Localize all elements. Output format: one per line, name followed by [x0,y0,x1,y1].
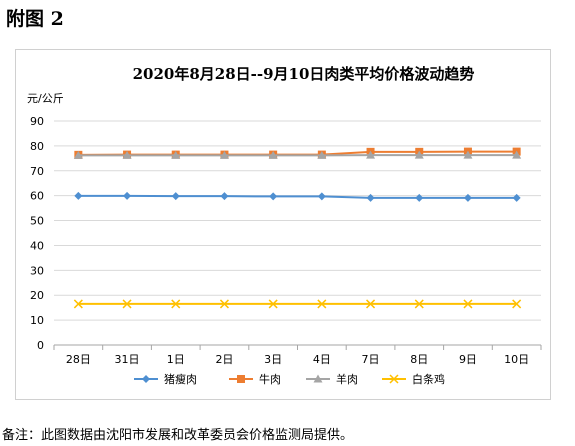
data-point-4 [366,299,376,309]
x-tick-label: 10日 [504,353,529,366]
data-point-4 [317,299,327,309]
y-axis-label: 元/公斤 [27,92,64,105]
x-tick-label: 1日 [167,353,185,366]
x-tick-label: 8日 [410,353,428,366]
y-tick-label: 60 [30,190,44,203]
y-tick-label: 30 [30,264,44,277]
data-point-3 [366,150,376,159]
data-point-1 [123,191,132,200]
data-point-1 [171,192,180,201]
data-point-4 [463,299,473,309]
data-point-1 [512,193,521,202]
data-point-4 [219,299,229,309]
data-point-1 [463,193,472,202]
data-point-3 [73,150,83,159]
legend-label: 白条鸡 [412,372,445,386]
legend-marker-2 [237,375,245,383]
data-point-1 [220,192,229,201]
data-point-3 [219,150,229,159]
y-tick-label: 20 [30,289,44,302]
legend-marker-3 [313,374,323,383]
legend-label: 牛肉 [259,372,281,386]
page-heading: 附图 2 [6,8,64,30]
data-point-1 [415,193,424,202]
y-tick-label: 90 [30,115,44,128]
y-tick-label: 10 [30,314,44,327]
data-point-1 [366,193,375,202]
x-tick-label: 2日 [215,353,233,366]
y-tick-label: 70 [30,165,44,178]
legend-label: 羊肉 [336,372,358,386]
legend-label: 猪瘦肉 [164,372,197,386]
data-point-3 [122,150,132,159]
x-tick-label: 3日 [264,353,282,366]
data-point-4 [414,299,424,309]
x-tick-label: 31日 [115,353,140,366]
data-point-4 [73,299,83,309]
data-point-4 [512,299,522,309]
legend-marker-1 [142,375,150,383]
data-point-3 [414,150,424,159]
chart-frame: 2020年8月28日--9月10日肉类平均价格波动趋势元/公斤 0 10 20 30 40… [15,49,551,400]
x-tick-label: 28日 [66,353,91,366]
source-note: 备注：此图数据由沈阳市发展和改革委员会价格监测局提供。 [2,428,354,443]
y-tick-label: 0 [37,339,44,352]
y-tick-label: 40 [30,239,44,252]
legend-marker-4 [389,374,399,384]
y-tick-label: 80 [30,140,44,153]
data-point-4 [268,299,278,309]
y-tick-label: 50 [30,215,44,228]
data-point-3 [268,150,278,159]
data-point-1 [74,191,83,200]
data-point-4 [122,299,132,309]
data-point-4 [171,299,181,309]
data-point-1 [317,192,326,201]
series-line-1 [78,194,517,199]
data-point-3 [171,150,181,159]
chart-title: 2020年8月28日--9月10日肉类平均价格波动趋势 [133,65,475,83]
data-point-3 [512,150,522,159]
x-tick-label: 7日 [362,353,380,366]
data-point-1 [269,192,278,201]
data-point-3 [463,150,473,159]
x-tick-label: 9日 [459,353,477,366]
data-point-3 [317,150,327,159]
x-tick-label: 4日 [313,353,331,366]
